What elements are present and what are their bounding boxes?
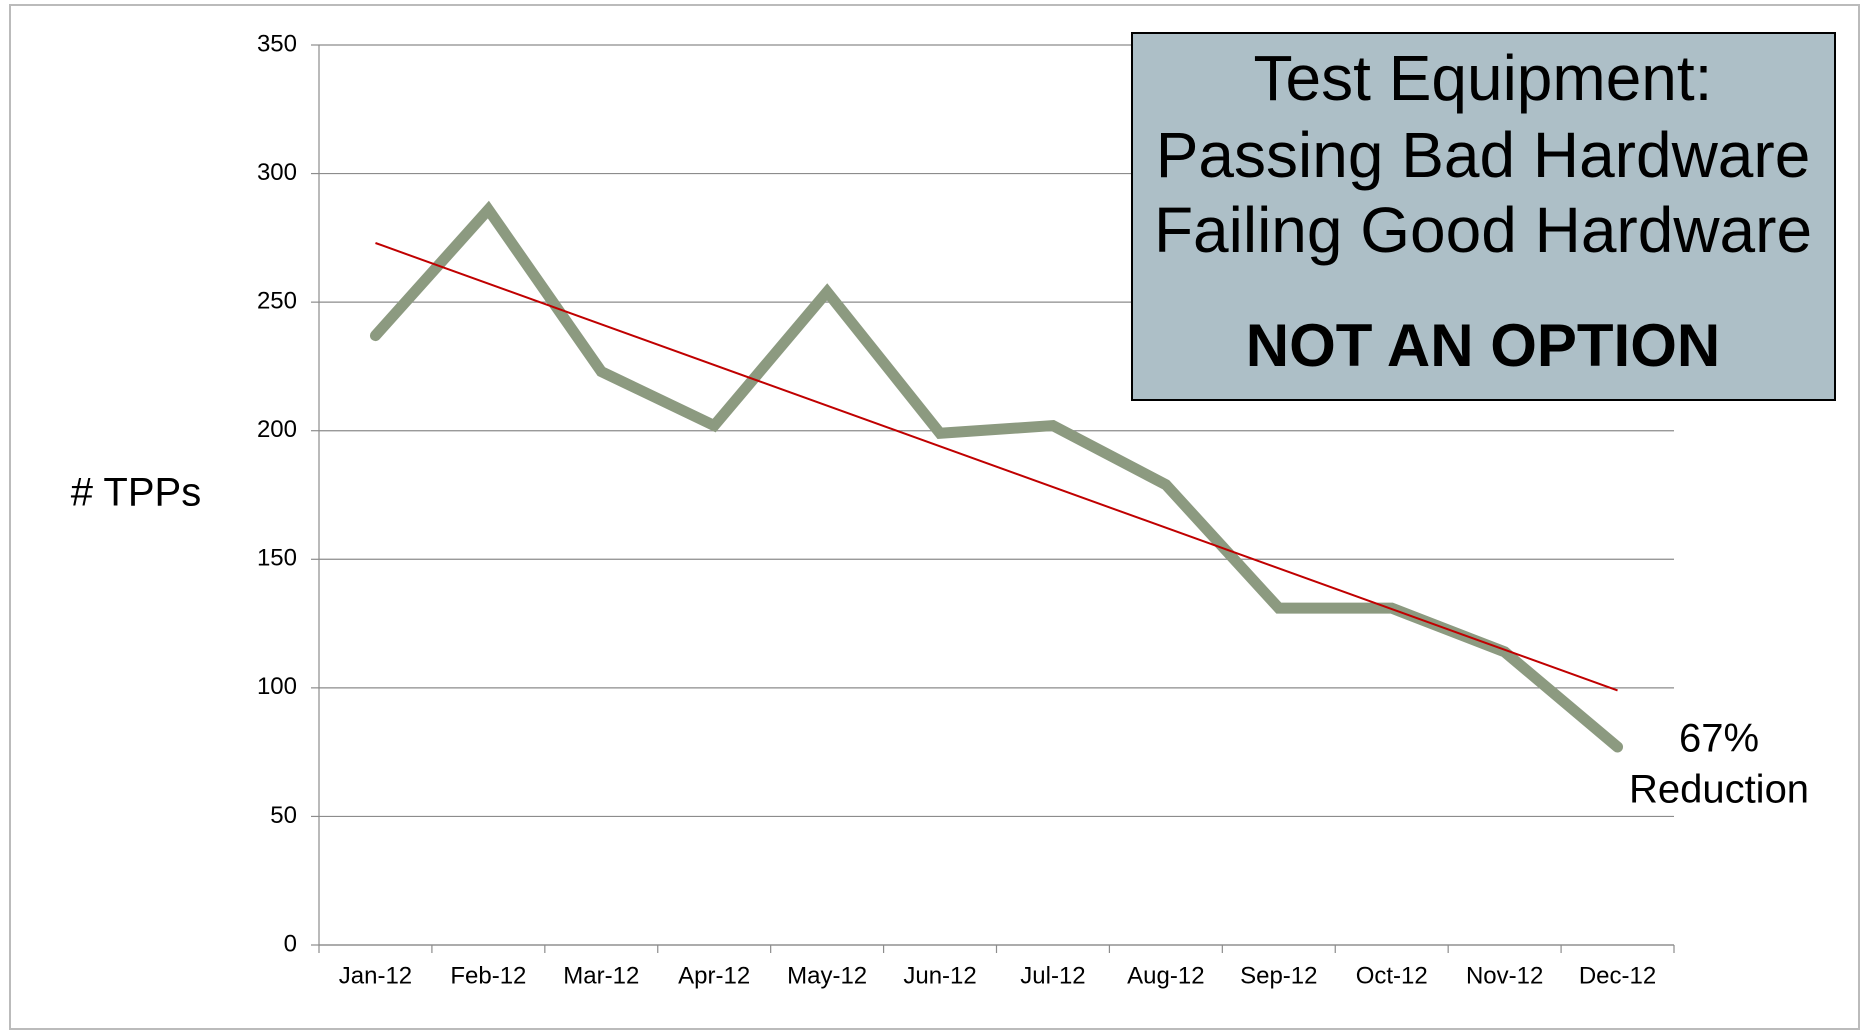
- y-tick-label: 100: [257, 673, 297, 700]
- x-tick-label: Jan-12: [339, 962, 412, 989]
- y-tick-label: 250: [257, 287, 297, 314]
- frame: [9, 4, 1860, 1030]
- x-tick-label: Jul-12: [1020, 962, 1085, 989]
- y-tick-label: 0: [284, 930, 297, 957]
- x-tick-label: Feb-12: [450, 962, 526, 989]
- x-tick-label: Apr-12: [678, 962, 750, 989]
- annotation-box-emphasis: NOT AN OPTION: [1246, 312, 1720, 379]
- x-tick-label: Nov-12: [1466, 962, 1543, 989]
- y-tick-label: 200: [257, 416, 297, 443]
- y-tick-label: 150: [257, 545, 297, 572]
- annotation-box-line: Test Equipment:: [1254, 42, 1713, 114]
- x-tick-label: Jun-12: [903, 962, 976, 989]
- annotation: 67%: [1679, 717, 1759, 761]
- annotation-box-line: Failing Good Hardware: [1154, 194, 1812, 266]
- y-tick-label: 50: [270, 802, 297, 829]
- y-axis-label: # TPPs: [71, 471, 201, 515]
- x-tick-label: Aug-12: [1127, 962, 1204, 989]
- y-tick-label: 300: [257, 159, 297, 186]
- annotation: Reduction: [1629, 768, 1809, 812]
- y-tick-label: 350: [257, 30, 297, 57]
- x-tick-label: Oct-12: [1356, 962, 1428, 989]
- x-tick-label: May-12: [787, 962, 867, 989]
- trend-line: [375, 242, 1618, 692]
- annotation-box: [1131, 32, 1836, 401]
- x-tick-label: Mar-12: [563, 962, 639, 989]
- x-tick-label: Dec-12: [1579, 962, 1656, 989]
- x-tick-label: Sep-12: [1240, 962, 1317, 989]
- annotation-box-line: Passing Bad Hardware: [1156, 119, 1811, 191]
